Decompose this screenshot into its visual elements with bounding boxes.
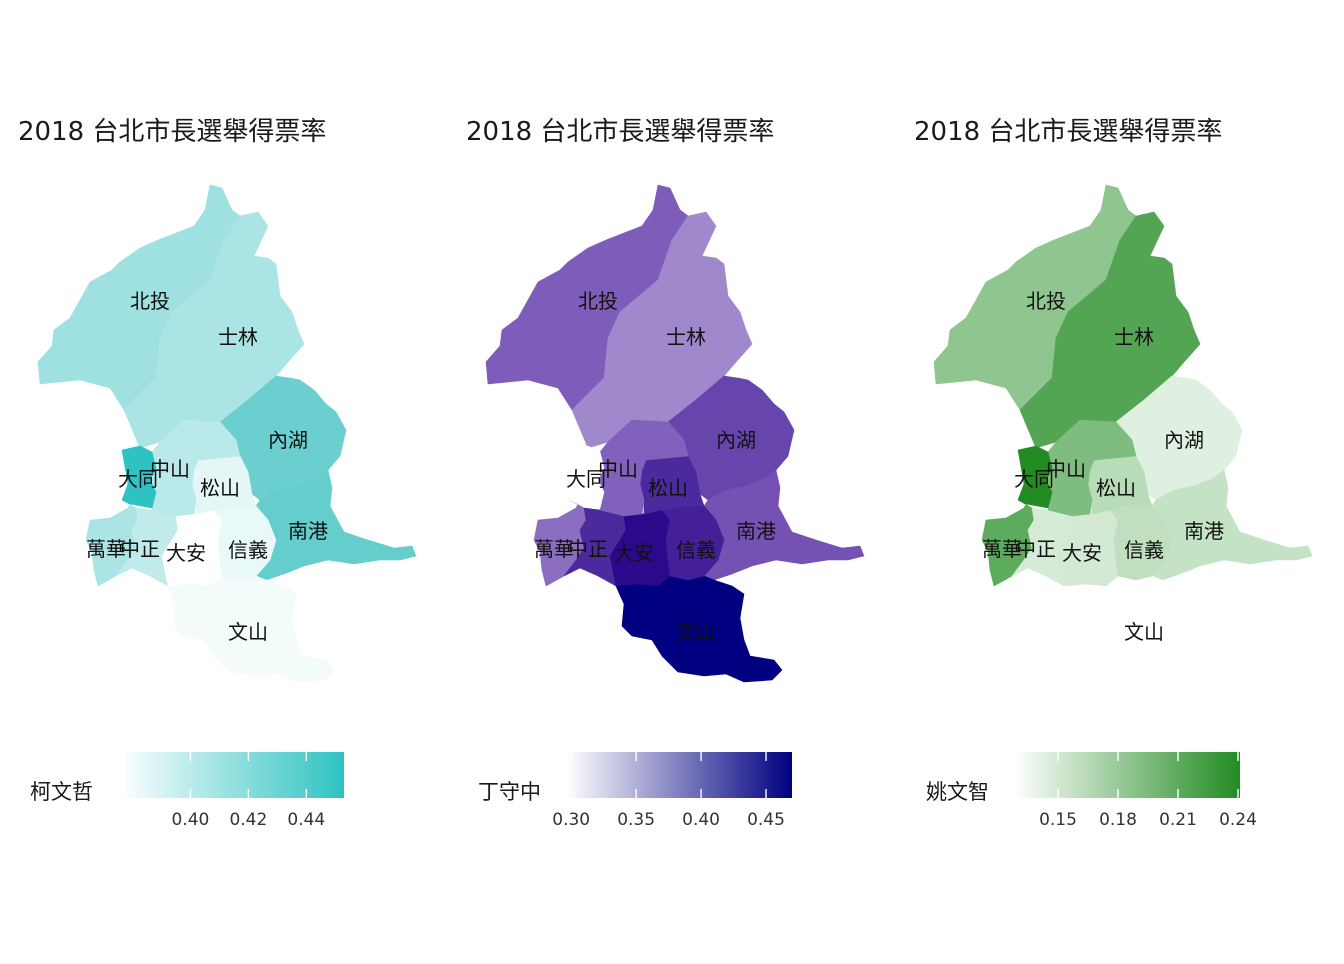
district-label: 松山 <box>648 476 688 500</box>
district-label: 文山 <box>228 620 268 644</box>
legend-tick-label: 0.15 <box>1039 810 1077 830</box>
legend-tick-label: 0.40 <box>172 810 210 830</box>
district-大同 <box>1017 445 1053 509</box>
legend-title: 柯文哲 <box>30 780 93 804</box>
district-label: 信義 <box>228 538 268 562</box>
district-label: 內湖 <box>1164 428 1204 452</box>
district-label: 中山 <box>1046 457 1086 481</box>
legend-tick-label: 0.44 <box>287 810 325 830</box>
district-label: 中山 <box>150 457 190 481</box>
district-label: 文山 <box>1124 620 1164 644</box>
district-label: 南港 <box>1184 519 1224 543</box>
district-label: 北投 <box>578 289 618 313</box>
legend: 丁守中 0.30 0.35 0.40 0.45 <box>478 752 792 830</box>
legend-tick-label: 0.35 <box>617 810 655 830</box>
district-label: 萬華 <box>534 537 574 561</box>
district-label: 南港 <box>736 519 776 543</box>
legend-colorbar <box>1014 752 1240 798</box>
district-label: 中正 <box>1016 537 1056 561</box>
district-label: 松山 <box>1096 476 1136 500</box>
district-label: 北投 <box>130 289 170 313</box>
legend-tick-label: 0.21 <box>1159 810 1197 830</box>
district-label: 中山 <box>598 457 638 481</box>
legend-tick-label: 0.40 <box>682 810 720 830</box>
district-label: 文山 <box>676 620 716 644</box>
panel-title: 2018 台北市長選舉得票率 <box>466 117 774 147</box>
district-label: 松山 <box>200 476 240 500</box>
district-label: 士林 <box>1114 325 1154 349</box>
district-label: 北投 <box>1026 289 1066 313</box>
district-label: 大安 <box>1062 541 1102 565</box>
legend-title: 姚文智 <box>926 780 989 804</box>
legend-tick-label: 0.30 <box>552 810 590 830</box>
district-label: 南港 <box>288 519 328 543</box>
legend-tick-label: 0.18 <box>1099 810 1137 830</box>
legend-tick-label: 0.42 <box>229 810 267 830</box>
district-label: 士林 <box>666 325 706 349</box>
district-label: 信義 <box>676 538 716 562</box>
panel-title: 2018 台北市長選舉得票率 <box>914 117 1222 147</box>
district-label: 大同 <box>1014 467 1054 491</box>
legend-colorbar <box>118 752 344 798</box>
district-label: 信義 <box>1124 538 1164 562</box>
legend-title: 丁守中 <box>478 780 541 804</box>
district-label: 士林 <box>218 325 258 349</box>
district-label: 內湖 <box>268 428 308 452</box>
district-label: 內湖 <box>716 428 756 452</box>
legend: 姚文智 0.15 0.18 0.21 0.24 <box>926 752 1257 830</box>
district-label: 萬華 <box>982 537 1022 561</box>
legend: 柯文哲 0.40 0.42 0.44 <box>30 752 344 830</box>
panel-title: 2018 台北市長選舉得票率 <box>18 117 326 147</box>
legend-tick-label: 0.24 <box>1219 810 1257 830</box>
district-label: 大同 <box>566 467 606 491</box>
district-label: 大同 <box>118 467 158 491</box>
district-label: 大安 <box>614 541 654 565</box>
district-label: 中正 <box>568 537 608 561</box>
district-label: 萬華 <box>86 537 126 561</box>
district-大同 <box>569 445 605 509</box>
legend-tick-label: 0.45 <box>747 810 785 830</box>
district-label: 中正 <box>120 537 160 561</box>
district-label: 大安 <box>166 541 206 565</box>
district-大同 <box>121 445 157 509</box>
legend-colorbar <box>566 752 792 798</box>
